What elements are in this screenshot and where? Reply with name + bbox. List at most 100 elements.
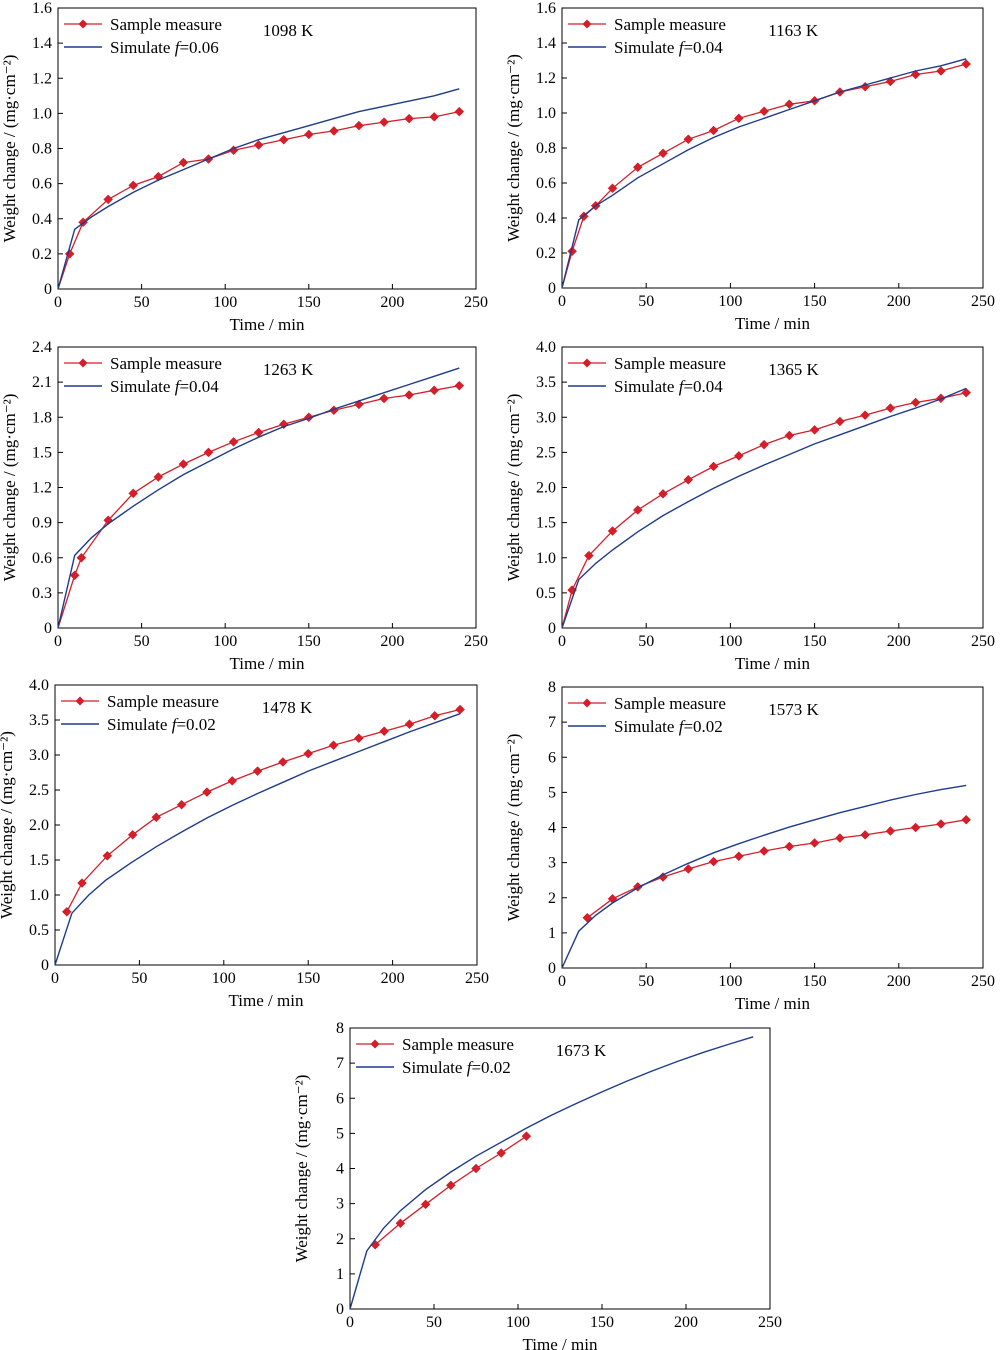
legend-simulate-label: Simulate f=0.06 bbox=[110, 38, 219, 57]
y-tick-label: 8 bbox=[336, 1020, 344, 1037]
x-axis-title: Time / min bbox=[523, 1335, 598, 1350]
measure-series-line bbox=[586, 819, 967, 919]
measure-point bbox=[455, 704, 465, 715]
temperature-annotation: 1263 K bbox=[263, 360, 314, 379]
x-tick-label: 50 bbox=[131, 970, 147, 987]
x-axis-title: Time / min bbox=[735, 994, 810, 1013]
y-tick-label: 1.2 bbox=[32, 70, 52, 87]
legend-measure-marker bbox=[582, 358, 592, 368]
y-tick-label: 2.4 bbox=[32, 339, 52, 356]
temperature-annotation: 1163 K bbox=[768, 21, 819, 40]
x-tick-label: 100 bbox=[213, 294, 237, 311]
chart-panel-1: 0 50 100 150 200 250 0 0.2 0.4 0.6 0.8 1.0 1.2 1.4 1.6… bbox=[0, 0, 488, 334]
legend-simulate-var: f bbox=[679, 377, 686, 396]
x-tick-label: 200 bbox=[887, 973, 911, 990]
legend-simulate-value: =0.02 bbox=[176, 715, 215, 734]
x-tick-label: 150 bbox=[297, 294, 321, 311]
legend-measure-label: Sample measure bbox=[110, 354, 222, 373]
measure-point bbox=[683, 864, 694, 874]
y-tick-label: 3 bbox=[336, 1196, 344, 1213]
x-tick-label: 50 bbox=[638, 973, 654, 990]
measure-series-line bbox=[561, 63, 967, 289]
x-tick-label: 50 bbox=[426, 1314, 442, 1331]
measure-point bbox=[102, 850, 113, 861]
y-tick-label: 3.5 bbox=[29, 712, 49, 729]
measure-point bbox=[76, 552, 87, 563]
measure-point bbox=[77, 878, 87, 888]
legend-measure-marker bbox=[370, 1039, 380, 1049]
measure-point bbox=[809, 425, 820, 435]
measure-point bbox=[429, 710, 440, 721]
y-tick-label: 1.8 bbox=[32, 409, 52, 426]
simulate-series-line bbox=[54, 713, 461, 966]
measure-series-line bbox=[561, 392, 967, 629]
y-axis-title: Weight change / (mg·cm⁻²) bbox=[504, 54, 523, 242]
x-tick-label: 150 bbox=[296, 970, 320, 987]
x-tick-label: 0 bbox=[558, 633, 566, 650]
y-tick-label: 2 bbox=[548, 890, 556, 907]
x-tick-label: 200 bbox=[674, 1314, 698, 1331]
legend-simulate-prefix: Simulate bbox=[110, 377, 175, 396]
x-tick-label: 100 bbox=[213, 633, 237, 650]
measure-point bbox=[733, 451, 744, 461]
y-tick-label: 5 bbox=[336, 1125, 344, 1142]
x-axis-title: Time / min bbox=[229, 991, 304, 1010]
chart-panel-7: 0 50 100 150 200 250 0 1 2 3 4 5 6 7 8 Time / min Weight… bbox=[292, 1020, 782, 1350]
measure-point bbox=[835, 833, 845, 843]
y-tick-label: 0.4 bbox=[536, 210, 556, 227]
measure-point bbox=[379, 117, 389, 128]
measure-point bbox=[910, 397, 921, 408]
measure-point bbox=[404, 113, 414, 124]
y-tick-label: 1.0 bbox=[32, 105, 52, 122]
y-tick-label: 0.9 bbox=[32, 515, 52, 532]
legend-simulate-prefix: Simulate bbox=[614, 38, 679, 57]
measure-point bbox=[429, 385, 440, 396]
measure-point bbox=[151, 812, 162, 823]
measure-point bbox=[69, 570, 80, 581]
x-axis-title: Time / min bbox=[735, 314, 810, 333]
legend-simulate-value: =0.06 bbox=[179, 38, 218, 57]
legend-simulate-label: Simulate f=0.04 bbox=[110, 377, 219, 396]
x-tick-label: 50 bbox=[638, 293, 654, 310]
y-tick-label: 3 bbox=[548, 855, 556, 872]
x-axis-title: Time / min bbox=[230, 654, 305, 673]
measure-point bbox=[759, 439, 769, 450]
measure-point bbox=[303, 129, 314, 140]
measure-point bbox=[835, 416, 845, 427]
x-tick-label: 0 bbox=[51, 970, 59, 987]
y-tick-label: 1.2 bbox=[536, 70, 556, 87]
measure-series-line bbox=[66, 708, 461, 913]
x-tick-label: 100 bbox=[718, 293, 742, 310]
legend-measure-marker bbox=[582, 19, 592, 29]
measure-point bbox=[496, 1148, 507, 1158]
x-tick-label: 200 bbox=[887, 293, 911, 310]
x-tick-label: 200 bbox=[380, 633, 404, 650]
x-tick-label: 0 bbox=[346, 1314, 354, 1331]
measure-point bbox=[961, 387, 972, 398]
y-tick-label: 3.0 bbox=[536, 409, 556, 426]
y-tick-label: 2.0 bbox=[536, 480, 556, 497]
measure-point bbox=[176, 799, 187, 810]
legend-measure-label: Sample measure bbox=[402, 1035, 514, 1054]
measure-point bbox=[961, 59, 972, 69]
x-tick-label: 250 bbox=[971, 973, 995, 990]
measure-point bbox=[329, 126, 339, 136]
y-tick-label: 0.6 bbox=[32, 550, 52, 567]
measure-point bbox=[252, 766, 263, 776]
x-tick-label: 250 bbox=[758, 1314, 782, 1331]
legend-simulate-label: Simulate f=0.02 bbox=[614, 717, 723, 736]
y-tick-label: 6 bbox=[336, 1090, 344, 1107]
y-tick-label: 1.0 bbox=[536, 550, 556, 567]
y-tick-label: 1.5 bbox=[32, 444, 52, 461]
y-tick-label: 0.8 bbox=[536, 140, 556, 157]
measure-point bbox=[632, 505, 643, 515]
x-tick-label: 0 bbox=[54, 633, 62, 650]
measure-point bbox=[733, 851, 744, 862]
y-tick-label: 0.2 bbox=[32, 246, 52, 263]
x-tick-label: 200 bbox=[381, 970, 405, 987]
y-axis-title: Weight change / (mg·cm⁻²) bbox=[292, 1075, 311, 1263]
temperature-annotation: 1365 K bbox=[768, 360, 819, 379]
measure-point bbox=[103, 194, 114, 205]
measure-point bbox=[278, 134, 289, 145]
legend-simulate-value: =0.04 bbox=[683, 377, 723, 396]
